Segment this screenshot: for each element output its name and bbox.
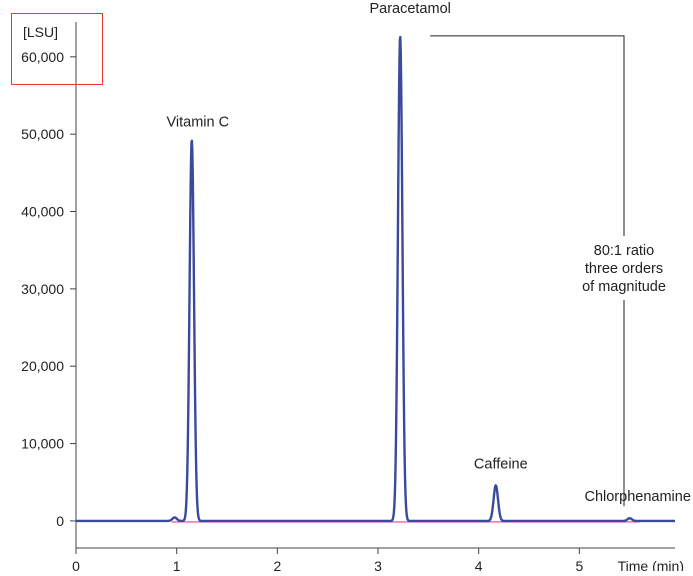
x-tick-label: 1 [173, 558, 181, 571]
signal-trace [75, 35, 676, 523]
y-unit-label: [LSU] [23, 24, 58, 40]
peak-label: Caffeine [474, 456, 528, 472]
unit-highlight-box [11, 13, 103, 85]
annotation-line-1: 80:1 ratio [594, 243, 654, 259]
x-tick-label: 0 [72, 558, 80, 571]
peak-label: Paracetamol [369, 1, 450, 17]
y-axis-ticks: 0 10,000 20,000 30,000 40,000 50,000 60,000 [21, 49, 76, 529]
y-tick-label: 0 [56, 513, 64, 529]
y-tick-label: 60,000 [21, 49, 64, 65]
x-tick-label: 2 [273, 558, 281, 571]
y-tick-label: 20,000 [21, 358, 64, 374]
peak-labels: Vitamin C Paracetamol Caffeine Chlorphenami… [166, 1, 690, 505]
x-tick-label: 4 [475, 558, 483, 571]
y-tick-label: 50,000 [21, 126, 64, 142]
annotation-line-3: of magnitude [582, 279, 666, 295]
x-axis-ticks: 0 1 2 3 4 5 [72, 548, 583, 574]
ratio-bracket [430, 35, 625, 507]
peak-label: Vitamin C [166, 115, 229, 131]
y-tick-label: 30,000 [21, 281, 64, 297]
x-axis-label: Time (min) [618, 558, 684, 571]
annotation-line-2: three orders [585, 261, 663, 277]
y-tick-label: 40,000 [21, 204, 64, 220]
peak-label: Chlorphenamine [584, 489, 690, 505]
x-tick-label: 3 [374, 558, 382, 571]
y-tick-label: 10,000 [21, 436, 64, 452]
x-tick-label: 5 [575, 558, 583, 571]
